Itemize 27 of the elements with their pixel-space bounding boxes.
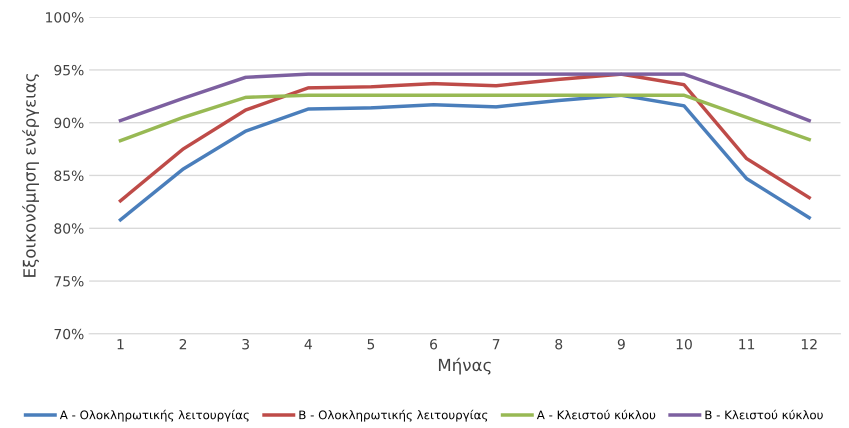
x-tick-label: 9 — [618, 338, 625, 350]
y-axis-title: Εξοικονόμηση ενέργειας — [22, 74, 40, 277]
x-tick-label: 12 — [802, 338, 817, 350]
line-series — [118, 72, 811, 122]
x-tick-label: 5 — [368, 339, 374, 350]
x-tick-label: 3 — [242, 338, 249, 350]
x-tick-label: 8 — [555, 338, 562, 350]
y-tick-label: 80% — [54, 223, 84, 234]
line-series — [118, 94, 811, 142]
legend-label: Α - Ολοκληρωτικής λειτουργίας — [60, 410, 249, 422]
y-tick-label: 95% — [54, 64, 84, 76]
legend-label: Β - Κλειστού κύκλου — [705, 410, 823, 420]
legend-label: Α - Κλειστού κύκλου — [536, 410, 656, 420]
x-tick-label: 4 — [304, 339, 312, 350]
x-tick-label: 7 — [492, 339, 500, 350]
y-tick-label: 75% — [54, 276, 84, 287]
x-tick-label: 11 — [739, 339, 754, 350]
x-tick-label: 6 — [430, 338, 438, 350]
legend-label: Β - Ολοκληρωτικής λειτουργίας — [299, 410, 488, 422]
y-tick-label: 70% — [54, 328, 84, 340]
x-axis-title: Μήνας — [438, 358, 491, 375]
y-tick-label: 85% — [54, 170, 84, 181]
x-tick-label: 1 — [118, 339, 124, 350]
x-tick-label: 10 — [676, 338, 692, 350]
x-tick-label: 2 — [180, 338, 186, 350]
y-tick-label: 100% — [46, 12, 84, 23]
y-tick-label: 90% — [54, 118, 84, 128]
